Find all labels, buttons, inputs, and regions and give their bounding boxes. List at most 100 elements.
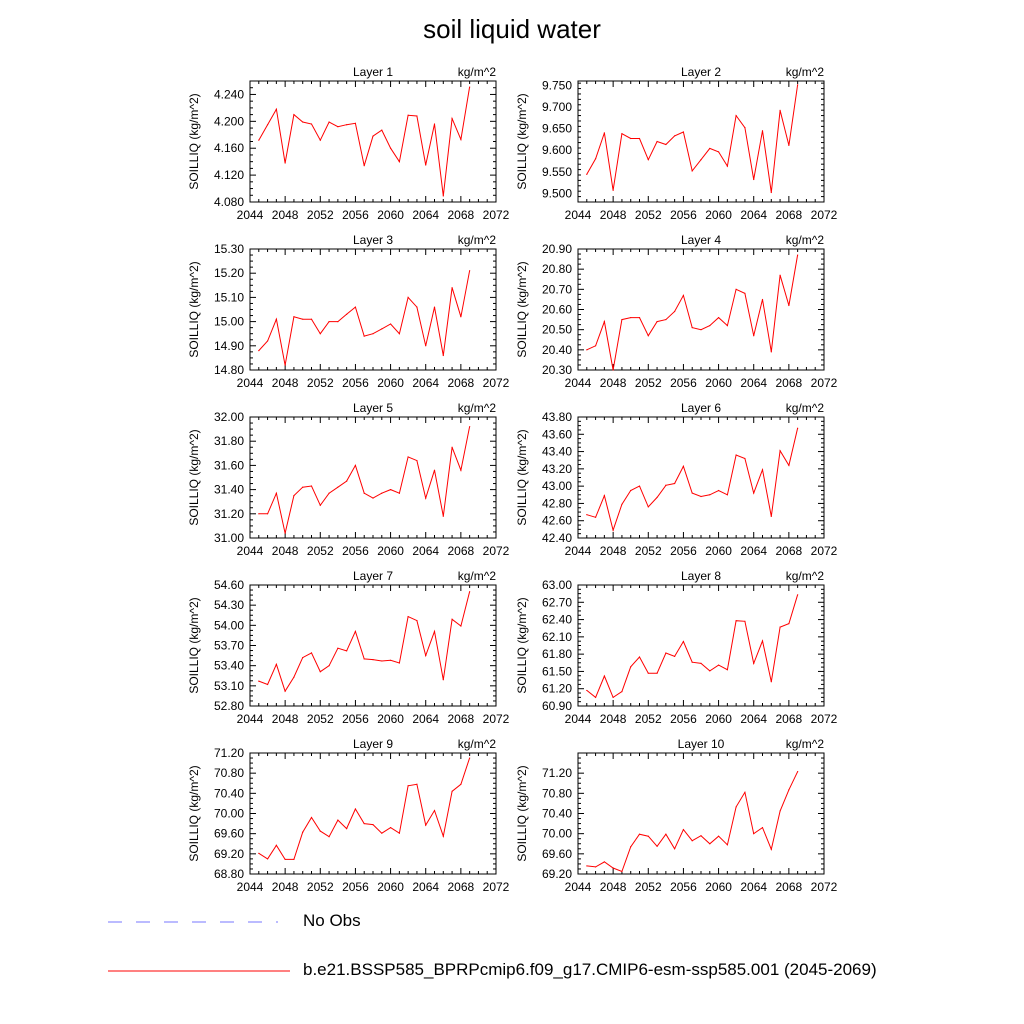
data-point: [293, 858, 295, 860]
plot-frame: [577, 416, 825, 539]
data-point: [709, 325, 711, 327]
data-point: [354, 630, 357, 632]
data-point: [612, 696, 614, 698]
x-tick-label: 2072: [811, 376, 838, 390]
y-tick-label: 15.30: [214, 242, 244, 256]
data-point: [266, 124, 269, 126]
panel-units: kg/m^2: [786, 65, 825, 79]
y-tick-label: 31.00: [214, 531, 244, 545]
data-point: [630, 666, 632, 668]
x-tick-label: 2052: [635, 712, 662, 726]
panel-units: kg/m^2: [786, 569, 825, 583]
data-point: [717, 489, 720, 492]
data-point: [744, 292, 746, 294]
data-point: [709, 843, 711, 845]
y-tick-label: 68.80: [214, 867, 244, 881]
data-point: [586, 514, 588, 516]
data-point: [797, 771, 799, 773]
data-point: [603, 321, 605, 323]
data-point: [293, 495, 295, 497]
data-point: [753, 833, 755, 835]
x-tick-label: 2044: [237, 376, 264, 390]
data-point: [788, 464, 790, 466]
data-point: [275, 318, 277, 320]
x-tick-label: 2048: [600, 712, 627, 726]
data-point: [346, 313, 348, 315]
y-tick-label: 54.30: [214, 598, 244, 612]
data-point: [665, 484, 667, 486]
panels-group: 2044 2048 2052 2056 2060 2064 2068 2072 4.080 4.1…: [187, 65, 838, 894]
data-point: [709, 494, 711, 496]
data-point: [451, 790, 453, 792]
data-point: [594, 866, 597, 868]
x-tick-label: 2068: [776, 208, 803, 222]
data-point: [363, 335, 365, 337]
y-tick-label: 42.40: [542, 531, 572, 545]
data-point: [753, 335, 755, 337]
y-axis-title: SOILLIQ (kg/m^2): [515, 93, 529, 189]
data-point: [753, 178, 755, 181]
data-point: [630, 316, 632, 319]
x-tick-label: 2072: [483, 376, 510, 390]
y-tick-label: 20.90: [542, 242, 572, 256]
data-point: [372, 135, 374, 137]
data-point: [416, 783, 418, 785]
data-point: [433, 809, 436, 812]
x-tick-label: 2064: [412, 376, 439, 390]
data-point: [700, 329, 702, 331]
series-line: [586, 254, 799, 371]
data-point: [682, 131, 685, 133]
data-point: [779, 626, 781, 628]
data-point: [363, 492, 365, 494]
x-tick-label: 2056: [342, 208, 369, 222]
data-point: [346, 650, 348, 652]
data-point: [788, 304, 790, 307]
data-point: [389, 489, 392, 491]
data-point: [665, 833, 667, 835]
series-line: [258, 757, 471, 860]
data-point: [797, 427, 799, 429]
data-point: [682, 829, 685, 831]
data-point: [788, 623, 790, 625]
y-tick-label: 15.10: [214, 290, 244, 304]
y-tick-label: 70.00: [214, 807, 244, 821]
x-tick-label: 2064: [412, 544, 439, 558]
data-point: [726, 844, 728, 846]
data-point: [753, 492, 755, 494]
panel-units: kg/m^2: [786, 401, 825, 415]
data-point: [744, 620, 746, 622]
y-axis-title: SOILLIQ (kg/m^2): [187, 93, 201, 189]
data-point: [442, 195, 444, 197]
x-tick-label: 2060: [705, 712, 732, 726]
data-point: [284, 162, 286, 164]
data-point: [700, 495, 702, 498]
data-point: [407, 615, 409, 618]
data-point: [647, 159, 649, 161]
data-point: [753, 662, 755, 664]
data-point: [372, 333, 374, 335]
x-tick-label: 2068: [776, 880, 803, 894]
data-point: [586, 865, 588, 867]
data-point: [612, 867, 614, 869]
data-point: [451, 618, 453, 620]
data-point: [302, 121, 304, 123]
series-line: [258, 270, 471, 366]
y-tick-label: 9.750: [542, 78, 572, 92]
data-point: [700, 159, 702, 161]
y-tick-label: 14.90: [214, 339, 244, 353]
data-point: [416, 620, 418, 622]
data-point: [682, 294, 685, 296]
data-point: [372, 823, 374, 826]
x-tick-label: 2060: [705, 208, 732, 222]
x-tick-label: 2052: [307, 712, 334, 726]
legend-label-model: b.e21.BSSP585_BPRPcmip6.f09_g17.CMIP6-es…: [303, 960, 877, 979]
x-tick-label: 2056: [670, 544, 697, 558]
series-line: [258, 591, 471, 693]
panel-layer-3: 2044 2048 2052 2056 2060 2064 2068 2072 14.80 14.…: [187, 233, 510, 390]
data-point: [656, 672, 658, 674]
data-point: [638, 656, 641, 658]
data-point: [788, 144, 790, 146]
x-tick-label: 2072: [811, 712, 838, 726]
data-point: [726, 325, 728, 327]
data-point: [381, 660, 383, 662]
